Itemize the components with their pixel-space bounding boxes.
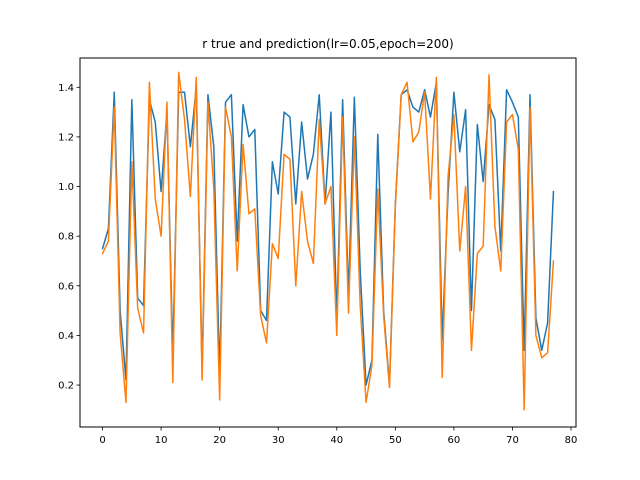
series-layer [101,71,555,411]
chart-title: r true and prediction(lr=0.05,epoch=200) [202,37,454,51]
x-tick-label: 0 [99,435,105,446]
x-tick-label: 40 [330,435,343,446]
y-tick-label: 1.0 [58,182,74,193]
x-axis: 0 10 20 30 40 50 60 70 80 [99,427,577,446]
x-tick-label: 80 [565,435,578,446]
plot-area [79,57,577,428]
x-tick-label: 70 [506,435,519,446]
y-tick-label: 0.8 [58,232,74,243]
x-tick-label: 10 [155,435,168,446]
x-tick-label: 20 [213,435,226,446]
x-tick-label: 50 [389,435,402,446]
y-tick-label: 0.2 [58,381,74,392]
plot-background [80,58,576,427]
axes-frame [79,57,577,428]
x-tick-label: 30 [272,435,285,446]
y-tick-label: 0.6 [58,281,74,292]
y-axis: 0.2 0.4 0.6 0.8 1.0 1.2 1.4 [58,83,80,392]
y-tick-label: 0.4 [58,331,74,342]
y-tick-label: 1.2 [58,132,74,143]
x-tick-label: 60 [448,435,461,446]
series-line-2 [101,71,555,411]
y-tick-label: 1.4 [58,83,74,94]
